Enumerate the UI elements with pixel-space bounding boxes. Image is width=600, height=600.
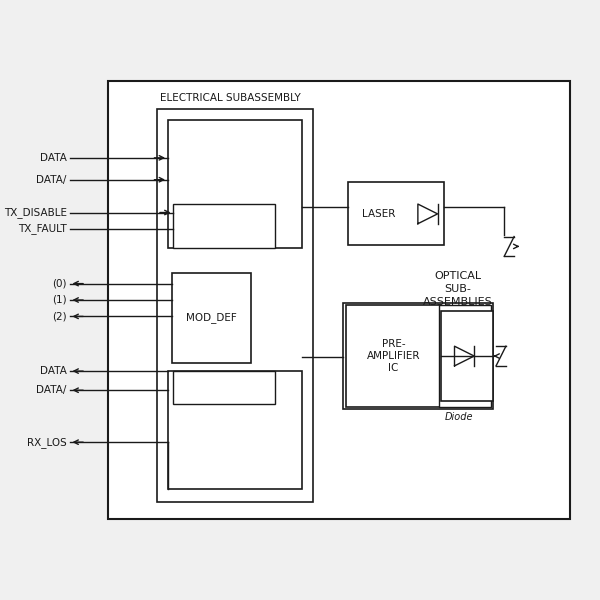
- Bar: [439, 305, 491, 407]
- Text: DATA: DATA: [40, 153, 67, 163]
- Bar: [157, 109, 313, 502]
- Bar: [343, 303, 493, 409]
- Text: MOD_DEF: MOD_DEF: [186, 313, 237, 323]
- Bar: [346, 305, 442, 407]
- Text: DATA/: DATA/: [37, 385, 67, 395]
- Text: (1): (1): [52, 295, 67, 305]
- Text: (2): (2): [52, 311, 67, 322]
- Bar: [349, 182, 444, 245]
- Text: Diode: Diode: [445, 412, 473, 422]
- Text: DATA: DATA: [40, 366, 67, 376]
- Text: ELECTRICAL SUBASSEMBLY: ELECTRICAL SUBASSEMBLY: [160, 93, 301, 103]
- Bar: [168, 119, 302, 248]
- Text: OPTICAL
SUB-
ASSEMBLIES: OPTICAL SUB- ASSEMBLIES: [423, 271, 493, 307]
- Bar: [442, 311, 493, 401]
- Bar: [173, 371, 275, 404]
- Text: TX_DISABLE: TX_DISABLE: [4, 207, 67, 218]
- Text: DATA/: DATA/: [37, 175, 67, 185]
- Text: TX_FAULT: TX_FAULT: [18, 223, 67, 235]
- Bar: [168, 371, 302, 488]
- Bar: [173, 205, 275, 248]
- Bar: [108, 81, 570, 519]
- Text: (0): (0): [52, 278, 67, 289]
- Bar: [172, 272, 251, 363]
- Text: LASER: LASER: [362, 209, 395, 219]
- Text: PRE-
AMPLIFIER
IC: PRE- AMPLIFIER IC: [367, 338, 420, 373]
- Text: RX_LOS: RX_LOS: [27, 437, 67, 448]
